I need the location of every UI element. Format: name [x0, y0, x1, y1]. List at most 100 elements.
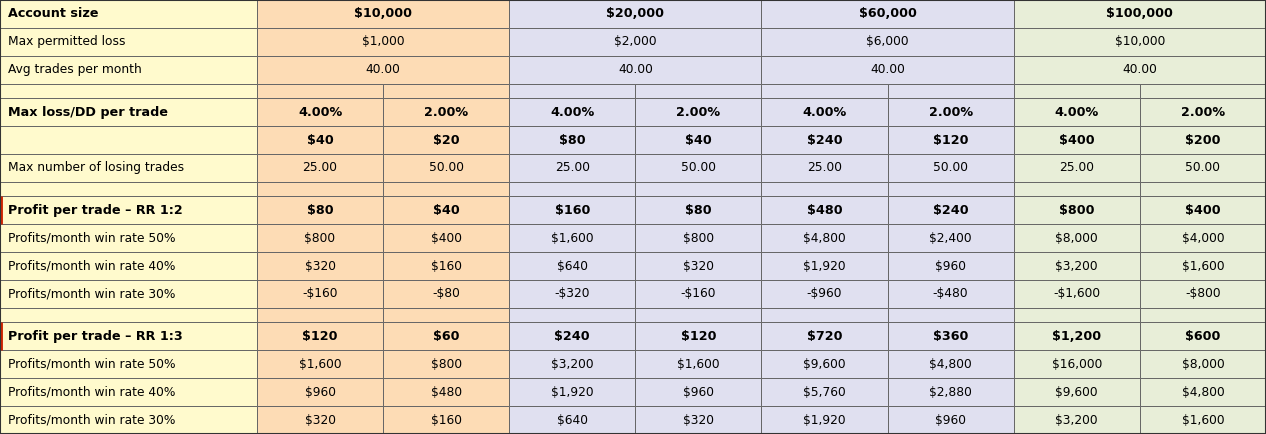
Bar — [1139, 84, 1266, 98]
Bar — [384, 84, 509, 98]
Bar — [636, 308, 762, 322]
Bar — [1139, 308, 1266, 322]
Bar — [509, 224, 636, 252]
Text: $20: $20 — [433, 134, 460, 147]
Text: $9,600: $9,600 — [1056, 385, 1098, 398]
Text: 40.00: 40.00 — [1123, 63, 1157, 76]
Text: $1,600: $1,600 — [677, 358, 720, 371]
Text: $400: $400 — [1058, 134, 1095, 147]
Text: 4.00%: 4.00% — [551, 105, 595, 118]
Bar — [509, 406, 636, 434]
Text: $400: $400 — [1185, 204, 1220, 217]
Bar — [509, 126, 636, 154]
Text: $1,920: $1,920 — [803, 414, 846, 427]
Text: $9,600: $9,600 — [803, 358, 846, 371]
Bar — [0, 378, 257, 406]
Bar — [1014, 252, 1139, 280]
Text: Max number of losing trades: Max number of losing trades — [8, 161, 184, 174]
Text: Profit per trade – RR 1:2: Profit per trade – RR 1:2 — [8, 204, 182, 217]
Bar — [384, 378, 509, 406]
Text: 40.00: 40.00 — [366, 63, 400, 76]
Bar — [887, 308, 1014, 322]
Bar — [887, 182, 1014, 196]
Text: $800: $800 — [682, 232, 714, 245]
Text: $200: $200 — [1185, 134, 1220, 147]
Text: $960: $960 — [682, 385, 714, 398]
Bar — [761, 84, 887, 98]
Bar — [257, 224, 384, 252]
Text: $1,920: $1,920 — [551, 385, 594, 398]
Text: $20,000: $20,000 — [606, 7, 665, 20]
Text: $160: $160 — [555, 204, 590, 217]
Bar — [257, 406, 384, 434]
Bar — [1139, 252, 1266, 280]
Text: 4.00%: 4.00% — [1055, 105, 1099, 118]
Text: $4,800: $4,800 — [929, 358, 972, 371]
Text: $80: $80 — [560, 134, 586, 147]
Bar — [636, 322, 762, 350]
Bar — [384, 196, 509, 224]
Text: $2,880: $2,880 — [929, 385, 972, 398]
Bar — [1139, 280, 1266, 308]
Text: $400: $400 — [430, 232, 462, 245]
Bar — [509, 182, 636, 196]
Text: $3,200: $3,200 — [1056, 414, 1098, 427]
Bar — [257, 56, 509, 84]
Bar — [257, 98, 384, 126]
Bar — [509, 98, 636, 126]
Text: -$320: -$320 — [555, 287, 590, 300]
Text: 50.00: 50.00 — [1185, 161, 1220, 174]
Bar — [257, 28, 509, 56]
Bar — [0, 350, 257, 378]
Bar — [1014, 378, 1139, 406]
Text: -$1,600: -$1,600 — [1053, 287, 1100, 300]
Bar — [0, 280, 257, 308]
Bar — [0, 154, 257, 182]
Bar — [509, 196, 636, 224]
Text: $60,000: $60,000 — [858, 7, 917, 20]
Text: Profits/month win rate 50%: Profits/month win rate 50% — [8, 358, 175, 371]
Bar — [257, 154, 384, 182]
Bar — [509, 322, 636, 350]
Bar — [0, 406, 257, 434]
Text: $80: $80 — [685, 204, 711, 217]
Bar — [384, 280, 509, 308]
Text: $800: $800 — [305, 232, 335, 245]
Text: $40: $40 — [433, 204, 460, 217]
Bar — [1014, 182, 1139, 196]
Bar — [0, 56, 257, 84]
Bar — [887, 350, 1014, 378]
Bar — [761, 406, 887, 434]
Text: $240: $240 — [806, 134, 842, 147]
Bar — [761, 154, 887, 182]
Text: $320: $320 — [682, 260, 714, 273]
Bar — [636, 252, 762, 280]
Text: $720: $720 — [806, 330, 842, 343]
Bar — [761, 98, 887, 126]
Text: Profits/month win rate 40%: Profits/month win rate 40% — [8, 385, 175, 398]
Text: -$960: -$960 — [806, 287, 842, 300]
Text: $8,000: $8,000 — [1056, 232, 1098, 245]
Bar — [761, 182, 887, 196]
Text: $4,800: $4,800 — [1181, 385, 1224, 398]
Text: $3,200: $3,200 — [1056, 260, 1098, 273]
Bar — [636, 84, 762, 98]
Text: $1,600: $1,600 — [299, 358, 342, 371]
Bar — [887, 84, 1014, 98]
Bar — [887, 322, 1014, 350]
Bar — [384, 224, 509, 252]
Text: $120: $120 — [303, 330, 338, 343]
Text: $16,000: $16,000 — [1052, 358, 1101, 371]
Text: 2.00%: 2.00% — [929, 105, 972, 118]
Text: $960: $960 — [305, 385, 335, 398]
Text: $4,800: $4,800 — [803, 232, 846, 245]
Text: $240: $240 — [555, 330, 590, 343]
Bar — [0, 308, 257, 322]
Text: 40.00: 40.00 — [618, 63, 653, 76]
Text: $40: $40 — [685, 134, 711, 147]
Bar — [636, 406, 762, 434]
Bar — [0, 84, 257, 98]
Text: $10,000: $10,000 — [354, 7, 413, 20]
Text: $1,000: $1,000 — [362, 36, 404, 49]
Text: 2.00%: 2.00% — [676, 105, 720, 118]
